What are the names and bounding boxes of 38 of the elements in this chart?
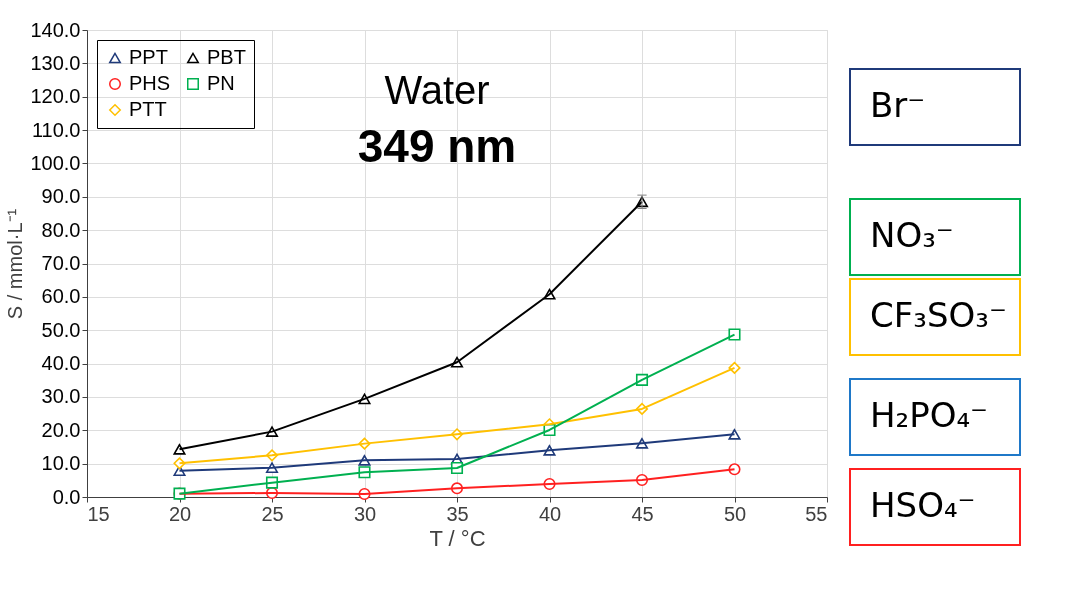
text: Br⁻	[870, 85, 926, 125]
legend-label: PN	[207, 72, 235, 94]
y-tick-label: 0.0	[52, 485, 81, 508]
x-tick-label: 30	[353, 502, 377, 525]
text: NO₃⁻	[870, 215, 954, 255]
y-tick-label: 100.0	[30, 151, 81, 174]
text: H₂PO₄⁻	[870, 395, 989, 435]
y-tick-label: 60.0	[41, 285, 81, 308]
x-tick-label: 20	[168, 502, 192, 525]
legend-label: PHS	[129, 72, 171, 94]
y-tick-label: 120.0	[30, 85, 81, 108]
y-axis-title: S / mmol·L⁻¹	[4, 208, 27, 320]
y-tick-label: 80.0	[41, 218, 81, 241]
text: HSO₄⁻	[870, 485, 976, 525]
x-tick-label: 25	[261, 502, 284, 525]
y-tick-label: 20.0	[41, 418, 81, 441]
x-tick-label: 55	[805, 502, 828, 525]
x-tick-label: 50	[723, 502, 747, 525]
y-tick-label: 30.0	[41, 385, 81, 408]
legend-label: PBT	[207, 46, 246, 68]
text: CF₃SO₃⁻	[870, 295, 1007, 335]
y-tick-label: 10.0	[41, 452, 81, 475]
y-tick-label: 40.0	[41, 352, 81, 375]
y-tick-label: 50.0	[41, 318, 81, 341]
x-tick-label: 35	[446, 502, 469, 525]
y-tick-label: 90.0	[41, 185, 81, 208]
text: Water	[384, 68, 490, 112]
x-tick-label: 15	[87, 502, 110, 525]
y-tick-label: 70.0	[41, 252, 81, 274]
legend-label: PPT	[129, 46, 168, 68]
x-tick-label: 40	[538, 502, 562, 525]
x-axis-title: T / °C	[429, 525, 486, 551]
y-tick-label: 110.0	[31, 118, 81, 141]
y-tick-label: 130.0	[30, 51, 81, 74]
x-tick-label: 45	[631, 502, 654, 525]
text: 349 nm	[357, 120, 517, 172]
y-tick-label: 140.0	[30, 18, 81, 41]
legend-label: PTT	[129, 98, 167, 120]
